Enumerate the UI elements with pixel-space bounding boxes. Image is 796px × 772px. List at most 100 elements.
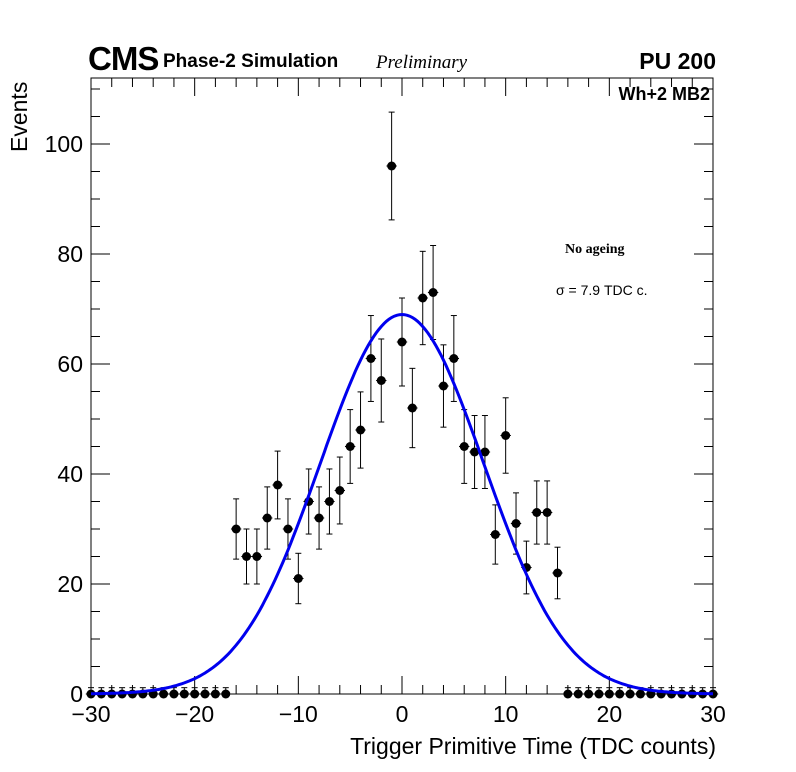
marker <box>594 689 604 699</box>
data-point <box>168 687 180 699</box>
marker <box>293 574 303 583</box>
x-axis-label: Trigger Primitive Time (TDC counts) <box>350 733 716 759</box>
marker <box>532 508 542 517</box>
data-point <box>355 391 366 469</box>
experiment-label: CMS <box>88 40 159 77</box>
data-point <box>541 480 553 545</box>
marker <box>449 354 459 363</box>
marker <box>231 524 241 534</box>
tick-labels: −30 −20 −10 0 10 20 30 0 20 40 60 80 100 <box>45 131 726 727</box>
data-point <box>604 687 615 699</box>
gaussian-fit-line <box>91 312 713 696</box>
marker <box>480 447 490 457</box>
status-label: Preliminary <box>376 52 468 73</box>
marker <box>314 513 324 523</box>
marker <box>397 337 407 347</box>
marker <box>345 442 355 451</box>
marker <box>407 403 417 413</box>
marker <box>190 689 200 699</box>
data-point <box>427 245 439 340</box>
pileup-label: PU 200 <box>639 48 716 74</box>
marker <box>635 689 645 699</box>
data-point <box>179 687 190 699</box>
x-tick-label: 20 <box>597 701 623 727</box>
marker <box>542 508 552 517</box>
marker <box>604 689 614 699</box>
data-point <box>396 297 408 387</box>
axis-ticks <box>90 78 714 695</box>
marker <box>418 293 428 303</box>
y-tick-label: 60 <box>57 351 83 377</box>
x-tick-label: −20 <box>175 701 214 727</box>
marker <box>273 480 283 490</box>
marker <box>356 425 366 435</box>
marker <box>387 161 397 171</box>
marker <box>262 513 272 523</box>
y-tick-label: 40 <box>57 461 83 487</box>
marker <box>221 689 231 699</box>
y-axis-label: Events <box>6 81 32 152</box>
x-tick-label: −10 <box>279 701 318 727</box>
marker <box>563 689 573 699</box>
data-point <box>531 480 542 545</box>
data-point <box>220 687 231 699</box>
marker <box>501 431 511 440</box>
y-tick-label: 80 <box>57 241 83 267</box>
station-label: Wh+2 MB2 <box>618 84 710 104</box>
condition-annotation: No ageing <box>565 242 625 257</box>
data-point <box>614 687 625 699</box>
x-tick-label: 0 <box>396 701 409 727</box>
data-point <box>293 552 304 605</box>
marker <box>376 376 386 385</box>
marker <box>459 442 469 451</box>
subtitle-label: Phase-2 Simulation <box>163 51 339 72</box>
marker <box>584 689 594 699</box>
marker <box>335 486 345 495</box>
data-point <box>376 338 387 423</box>
marker <box>366 354 376 363</box>
data-point <box>365 315 377 402</box>
data-point <box>334 456 345 525</box>
marker <box>625 689 635 699</box>
data-point <box>624 687 636 699</box>
marker <box>324 497 334 506</box>
marker <box>428 288 438 297</box>
fit-sigma-annotation: σ = 7.9 TDC c. <box>556 282 648 298</box>
y-tick-label: 0 <box>70 681 83 707</box>
data-point <box>386 111 397 221</box>
marker <box>438 381 448 391</box>
x-tick-label: 10 <box>493 701 519 727</box>
data-point <box>210 687 221 699</box>
data-point <box>583 687 594 699</box>
data-point <box>593 687 605 699</box>
data-point <box>251 528 263 585</box>
marker <box>242 552 251 561</box>
y-tick-label: 20 <box>57 571 83 597</box>
data-point <box>479 415 491 489</box>
data-point <box>562 687 574 699</box>
data-point <box>313 486 325 550</box>
marker <box>210 689 220 699</box>
data-point <box>459 409 470 484</box>
marker <box>511 519 521 528</box>
data-point <box>241 528 252 585</box>
marker <box>252 552 262 561</box>
data-point <box>262 486 273 550</box>
data-point <box>199 687 211 699</box>
marker <box>283 524 293 534</box>
marker <box>573 689 583 699</box>
y-tick-label: 100 <box>45 131 83 157</box>
marker <box>490 530 500 539</box>
data-point <box>417 250 428 346</box>
data-point <box>490 504 501 565</box>
data-point <box>189 687 200 699</box>
data-point <box>230 498 242 560</box>
data-point <box>344 409 356 484</box>
data-point <box>510 492 522 555</box>
marker <box>200 689 210 699</box>
data-points <box>85 111 719 699</box>
data-point <box>469 415 480 489</box>
marker <box>169 689 179 699</box>
data-point <box>573 687 584 699</box>
